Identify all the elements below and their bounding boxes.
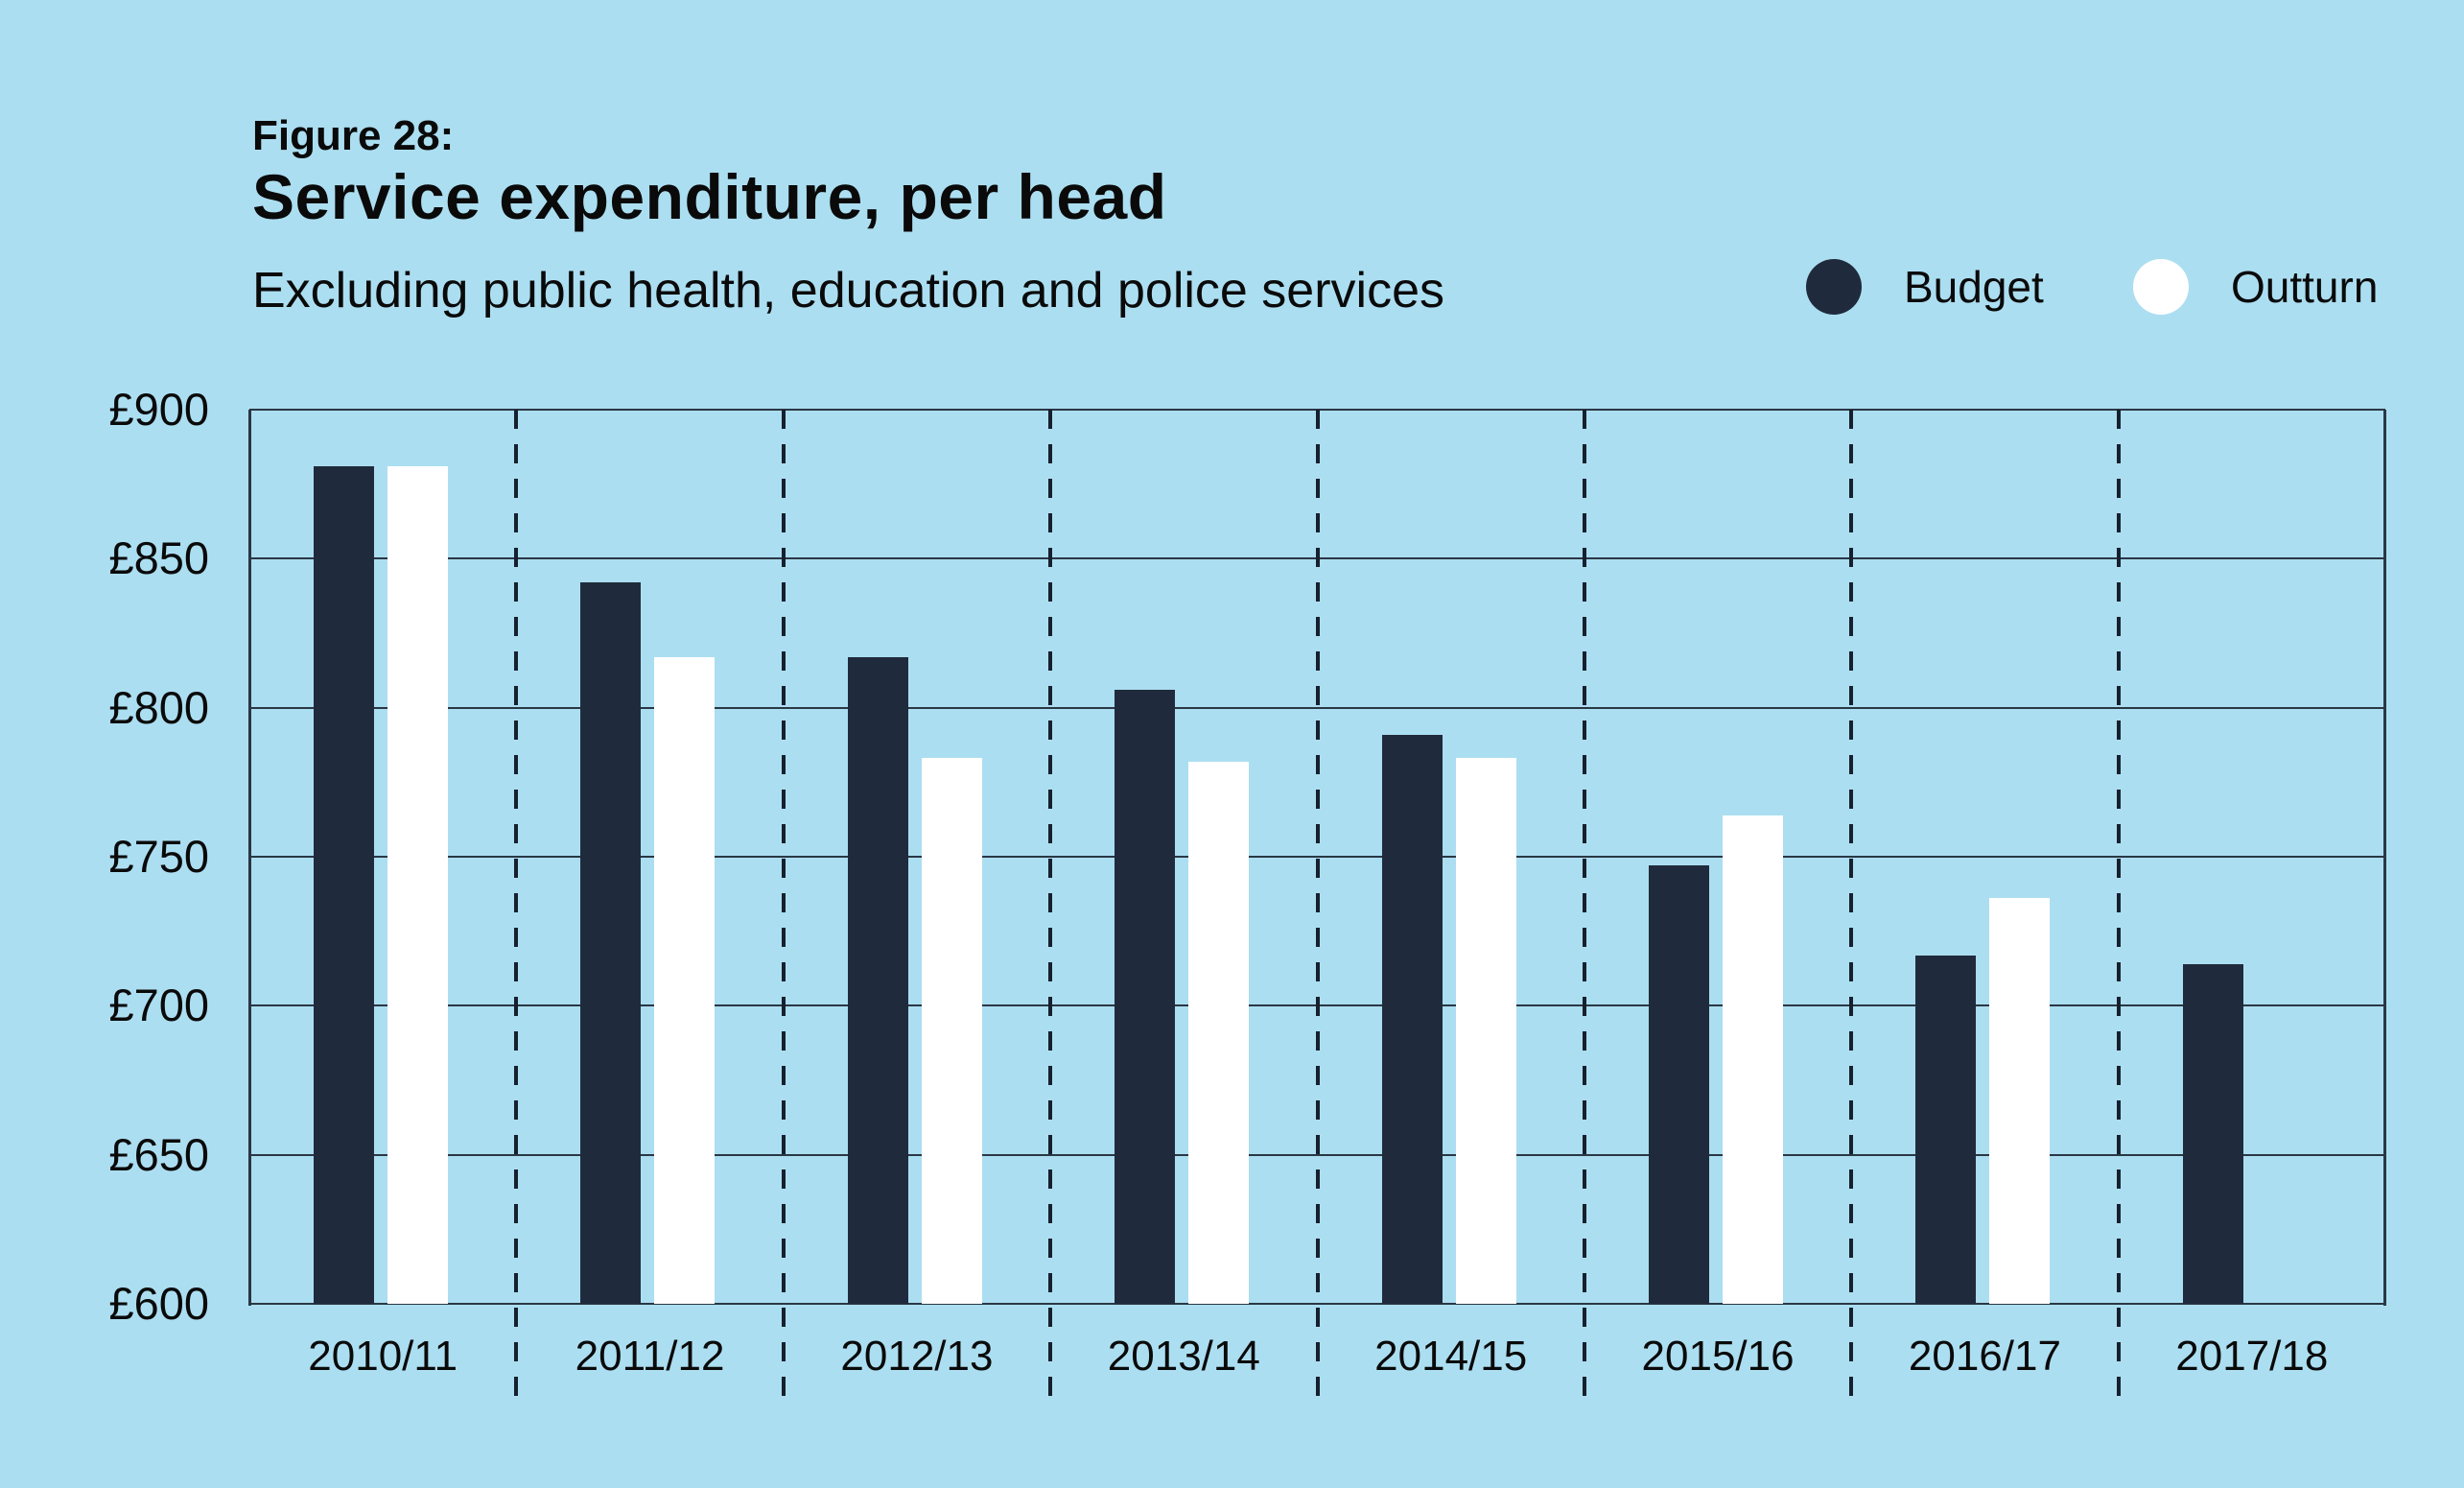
bar-budget-2013-14 [1115, 690, 1176, 1304]
legend-budget-label: Budget [1904, 262, 2044, 312]
legend-outturn-label: Outturn [2231, 262, 2379, 312]
x-axis-tick-label: 2010/11 [308, 1333, 458, 1380]
bar-budget-2014-15 [1381, 734, 1443, 1304]
y-axis-tick-label: £850 [108, 532, 209, 584]
bar-outturn-2012-13 [921, 758, 982, 1304]
bar-budget-2010-11 [314, 466, 374, 1304]
y-axis-tick-label: £700 [108, 980, 209, 1031]
bar-budget-2016-17 [1915, 955, 1977, 1304]
plot-right-border [2383, 410, 2386, 1306]
bar-budget-2012-13 [847, 656, 908, 1304]
group-separator-dashed-line [1849, 410, 1854, 1401]
bar-outturn-2016-17 [1989, 898, 2051, 1304]
legend-item-budget: Budget [1806, 258, 2044, 316]
bar-budget-2017-18 [2182, 963, 2243, 1304]
legend-budget-swatch-icon [1806, 259, 1862, 315]
chart-title: Service expenditure, per head [252, 161, 1167, 232]
y-axis-tick-label: £750 [108, 831, 209, 882]
x-axis-tick-label: 2017/18 [2175, 1333, 2329, 1380]
bar-budget-2015-16 [1648, 865, 1709, 1304]
bar-outturn-2015-16 [1722, 815, 1783, 1304]
x-axis-tick-label: 2014/15 [1374, 1333, 1528, 1380]
group-separator-dashed-line [1582, 410, 1586, 1401]
y-axis-tick-label: £600 [108, 1278, 209, 1329]
bar-outturn-2014-15 [1455, 758, 1516, 1304]
y-axis-tick-label: £650 [108, 1128, 209, 1180]
chart-subtitle: Excluding public health, education and p… [252, 263, 1444, 319]
group-separator-dashed-line [1315, 410, 1320, 1401]
y-axis-tick-label: £900 [108, 384, 209, 435]
group-separator-dashed-line [2116, 410, 2121, 1401]
x-axis-tick-label: 2015/16 [1641, 1333, 1795, 1380]
group-separator-dashed-line [781, 410, 786, 1401]
plot-left-border [248, 410, 251, 1306]
figure-label: Figure 28: [252, 112, 455, 159]
x-axis-tick-label: 2012/13 [840, 1333, 994, 1380]
x-axis-tick-label: 2011/12 [575, 1333, 725, 1380]
bar-outturn-2011-12 [654, 656, 716, 1304]
group-separator-dashed-line [1048, 410, 1053, 1401]
bar-outturn-2010-11 [387, 466, 448, 1304]
legend-outturn-swatch-icon [2133, 259, 2189, 315]
bar-outturn-2013-14 [1188, 761, 1250, 1304]
legend-item-outturn: Outturn [2133, 258, 2378, 316]
x-axis-tick-label: 2016/17 [1908, 1333, 2061, 1380]
group-separator-dashed-line [514, 410, 519, 1401]
y-axis-tick-label: £800 [108, 681, 209, 733]
bar-budget-2011-12 [580, 582, 642, 1304]
x-axis-tick-label: 2013/14 [1107, 1333, 1260, 1380]
